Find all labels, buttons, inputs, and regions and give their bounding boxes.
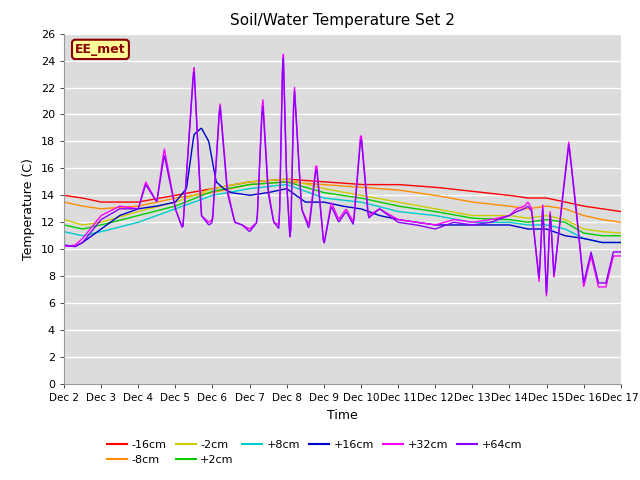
+8cm — [480, 219, 488, 225]
+64cm — [280, 55, 287, 61]
+64cm — [389, 216, 397, 221]
Y-axis label: Temperature (C): Temperature (C) — [22, 158, 35, 260]
-16cm — [204, 187, 211, 192]
+32cm — [159, 157, 166, 163]
Legend: -16cm, -8cm, -2cm, +2cm, +8cm, +16cm, +32cm, +64cm: -16cm, -8cm, -2cm, +2cm, +8cm, +16cm, +3… — [103, 435, 526, 469]
-16cm — [60, 192, 68, 198]
Line: +2cm: +2cm — [64, 182, 621, 236]
-8cm — [433, 193, 440, 199]
Line: +64cm: +64cm — [64, 58, 621, 293]
+8cm — [282, 182, 290, 188]
+32cm — [433, 222, 440, 228]
-2cm — [282, 176, 290, 182]
-8cm — [204, 191, 211, 196]
Line: +32cm: +32cm — [64, 54, 621, 296]
-8cm — [389, 187, 397, 192]
+32cm — [389, 214, 397, 219]
-8cm — [313, 181, 321, 187]
+16cm — [314, 199, 322, 205]
-2cm — [433, 206, 440, 212]
+16cm — [434, 222, 442, 228]
+64cm — [543, 290, 550, 296]
-2cm — [480, 213, 488, 218]
+2cm — [433, 209, 440, 215]
Line: +8cm: +8cm — [64, 185, 621, 242]
-2cm — [313, 184, 321, 190]
+64cm — [60, 242, 68, 248]
-16cm — [159, 195, 166, 201]
+8cm — [599, 240, 607, 245]
+2cm — [60, 222, 68, 228]
+2cm — [282, 179, 290, 185]
-8cm — [480, 201, 488, 206]
X-axis label: Time: Time — [327, 408, 358, 421]
+32cm — [480, 217, 488, 223]
-2cm — [389, 198, 397, 204]
+16cm — [205, 140, 213, 145]
+16cm — [71, 244, 79, 250]
+8cm — [60, 229, 68, 235]
-2cm — [617, 230, 625, 236]
+32cm — [60, 244, 68, 250]
+8cm — [204, 194, 211, 200]
+64cm — [159, 163, 166, 168]
+2cm — [480, 216, 488, 222]
+2cm — [617, 233, 625, 239]
+16cm — [60, 242, 68, 248]
+2cm — [389, 202, 397, 208]
+16cm — [390, 216, 398, 222]
Text: EE_met: EE_met — [75, 43, 126, 56]
-8cm — [60, 199, 68, 205]
+2cm — [159, 206, 166, 212]
+16cm — [159, 202, 167, 207]
+8cm — [313, 192, 321, 198]
+8cm — [159, 211, 166, 216]
Line: +16cm: +16cm — [64, 128, 621, 247]
Line: -2cm: -2cm — [64, 179, 621, 233]
-2cm — [204, 188, 211, 193]
+8cm — [617, 240, 625, 245]
+64cm — [313, 168, 321, 173]
+16cm — [481, 222, 489, 228]
Line: -16cm: -16cm — [64, 179, 621, 212]
-8cm — [284, 179, 291, 185]
+16cm — [617, 240, 625, 245]
+8cm — [433, 213, 440, 219]
+32cm — [280, 51, 287, 57]
+32cm — [313, 164, 321, 169]
+32cm — [617, 253, 625, 259]
+32cm — [543, 293, 550, 299]
-8cm — [617, 219, 625, 225]
+2cm — [204, 191, 211, 196]
-16cm — [389, 181, 397, 187]
+64cm — [480, 220, 488, 226]
-8cm — [159, 198, 166, 204]
+2cm — [313, 188, 321, 193]
Title: Soil/Water Temperature Set 2: Soil/Water Temperature Set 2 — [230, 13, 455, 28]
-16cm — [313, 179, 321, 184]
-16cm — [433, 184, 440, 190]
-16cm — [480, 190, 488, 195]
+8cm — [389, 207, 397, 213]
+64cm — [617, 249, 625, 255]
+16cm — [198, 125, 205, 131]
-16cm — [284, 176, 291, 182]
+32cm — [204, 218, 211, 224]
Line: -8cm: -8cm — [64, 182, 621, 222]
-2cm — [60, 216, 68, 222]
+64cm — [433, 226, 440, 231]
-16cm — [617, 209, 625, 215]
-2cm — [159, 203, 166, 208]
+64cm — [204, 220, 211, 226]
+2cm — [599, 233, 607, 239]
